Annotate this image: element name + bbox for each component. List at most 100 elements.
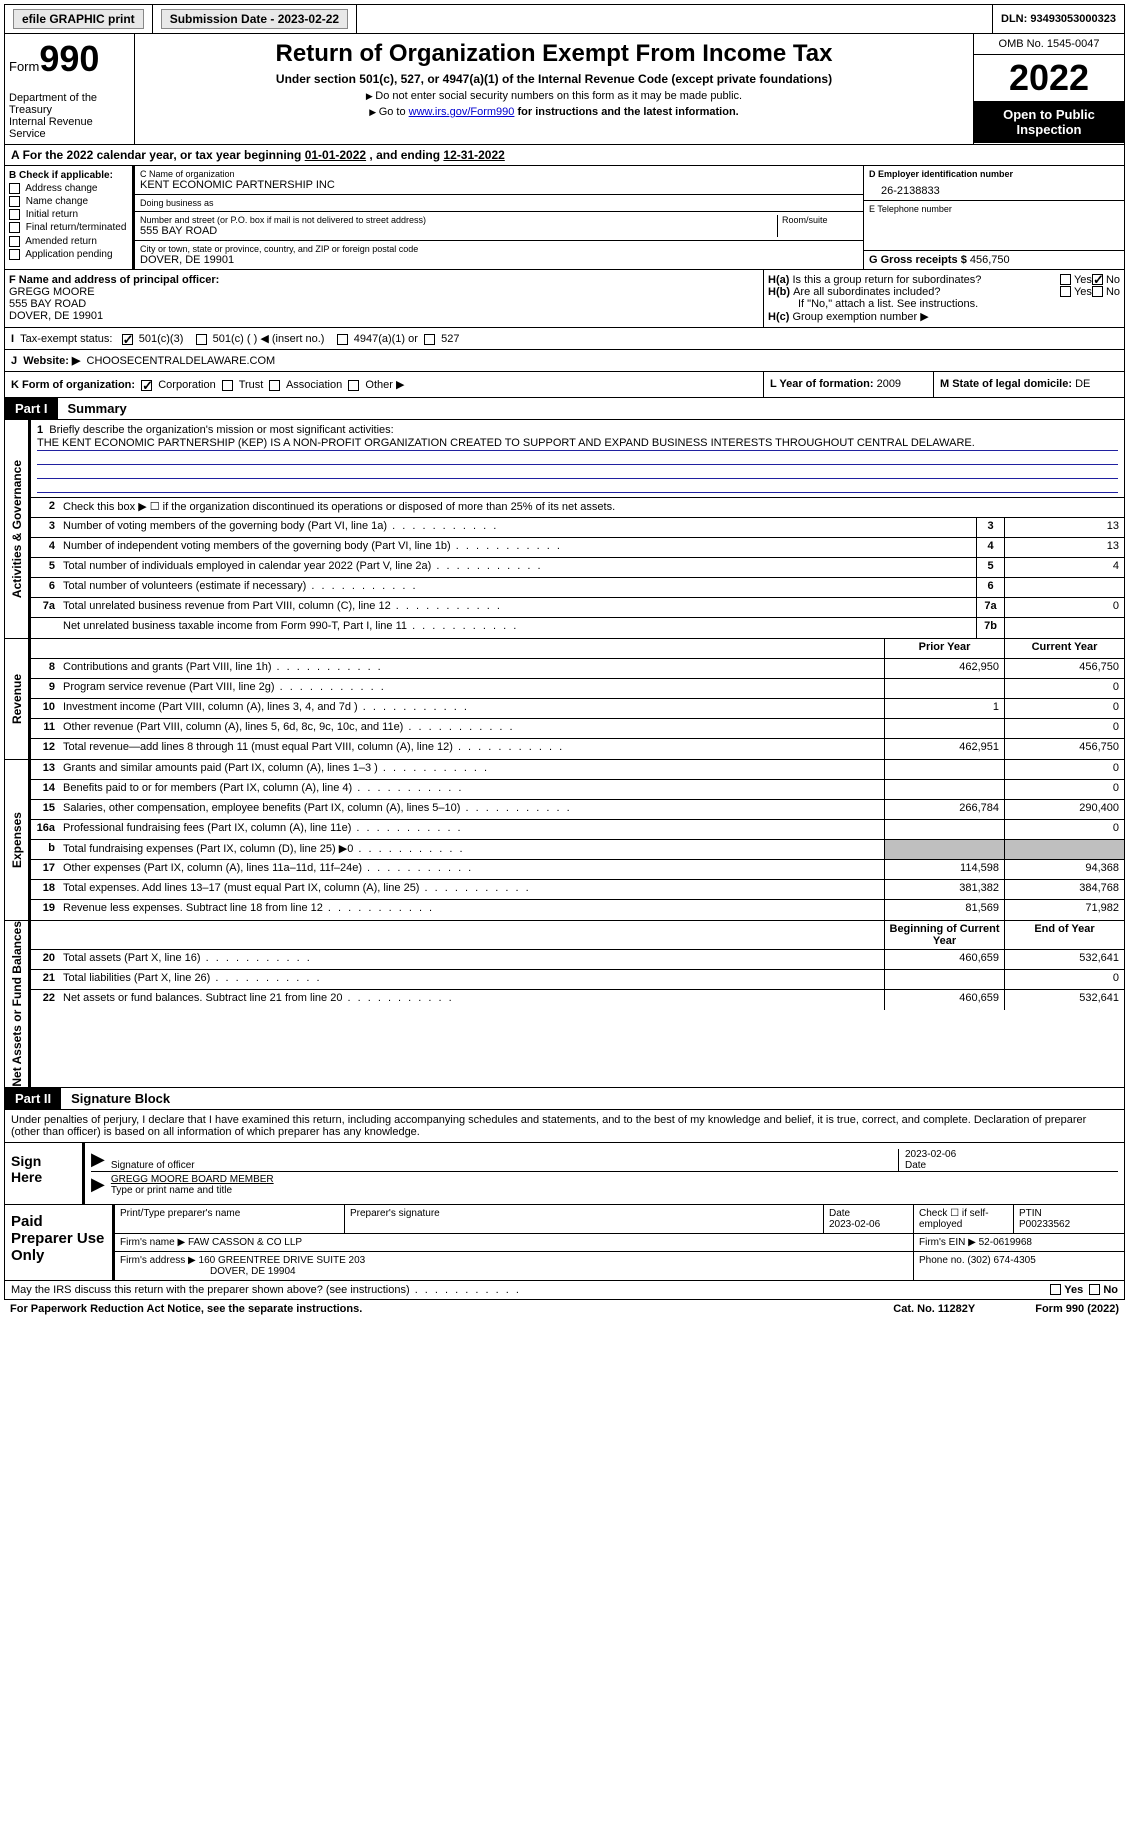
irs-link[interactable]: www.irs.gov/Form990 — [409, 106, 515, 118]
form-number: 990 — [39, 38, 99, 79]
current-val: 0 — [1004, 699, 1124, 718]
row-label: Professional fundraising fees (Part IX, … — [59, 820, 884, 839]
row-label: Program service revenue (Part VIII, line… — [59, 679, 884, 698]
gov-label: Number of independent voting members of … — [59, 538, 976, 557]
gov-val: 13 — [1004, 538, 1124, 557]
submission-date: Submission Date - 2023-02-22 — [161, 9, 348, 29]
officer-sig-label: Signature of officer — [111, 1160, 195, 1171]
gov-label: Number of voting members of the governin… — [59, 518, 976, 537]
check-4947[interactable] — [337, 334, 348, 345]
vtab-expenses: Expenses — [5, 760, 31, 920]
gov-val — [1004, 578, 1124, 597]
hb-yes[interactable] — [1060, 286, 1071, 297]
website-value: CHOOSECENTRALDELAWARE.COM — [87, 355, 276, 367]
gov-label: Total unrelated business revenue from Pa… — [59, 598, 976, 617]
current-val: 71,982 — [1004, 900, 1124, 920]
prior-val: 462,950 — [884, 659, 1004, 678]
phone-label: E Telephone number — [869, 204, 1119, 214]
form-word: Form — [9, 59, 39, 74]
check-other[interactable] — [348, 380, 359, 391]
discuss-no[interactable] — [1089, 1284, 1100, 1295]
prep-sig-label: Preparer's signature — [350, 1208, 440, 1219]
dept-label: Department of the Treasury — [9, 92, 130, 116]
officer-street: 555 BAY ROAD — [9, 298, 86, 310]
boxb-check[interactable] — [9, 209, 20, 220]
hc-label: Group exemption number ▶ — [792, 311, 928, 323]
print-button[interactable]: efile GRAPHIC print — [13, 9, 144, 29]
boxb-check[interactable] — [9, 222, 20, 233]
current-val: 532,641 — [1004, 990, 1124, 1010]
prior-year-hdr: Prior Year — [884, 639, 1004, 658]
gov-box: 3 — [976, 518, 1004, 537]
gov-box: 7b — [976, 618, 1004, 638]
current-val: 532,641 — [1004, 950, 1124, 969]
domicile-value: DE — [1075, 378, 1090, 390]
name-label: C Name of organization — [140, 169, 858, 179]
omb-number: OMB No. 1545-0047 — [974, 34, 1124, 55]
prior-val — [884, 760, 1004, 779]
street-label: Number and street (or P.O. box if mail i… — [140, 215, 773, 225]
box-b: B Check if applicable: Address change Na… — [5, 166, 135, 269]
row-label: Other expenses (Part IX, column (A), lin… — [59, 860, 884, 879]
firm-ein-label: Firm's EIN ▶ — [919, 1237, 976, 1248]
prior-val: 462,951 — [884, 739, 1004, 759]
ha-yes[interactable] — [1060, 274, 1071, 285]
row-label: Revenue less expenses. Subtract line 18 … — [59, 900, 884, 920]
ha-no[interactable] — [1092, 274, 1103, 285]
current-val: 94,368 — [1004, 860, 1124, 879]
row-label: Total liabilities (Part X, line 26) — [59, 970, 884, 989]
officer-print-name: GREGG MOORE BOARD MEMBER — [111, 1174, 274, 1185]
firm-addr2: DOVER, DE 19904 — [120, 1266, 296, 1277]
hb-no[interactable] — [1092, 286, 1103, 297]
row-label: Other revenue (Part VIII, column (A), li… — [59, 719, 884, 738]
current-val — [1004, 840, 1124, 859]
room-label: Room/suite — [782, 215, 858, 225]
officer-name: GREGG MOORE — [9, 286, 95, 298]
row-label: Benefits paid to or for members (Part IX… — [59, 780, 884, 799]
gov-box: 6 — [976, 578, 1004, 597]
cat-no: Cat. No. 11282Y — [893, 1303, 975, 1315]
prior-val — [884, 970, 1004, 989]
check-501c3[interactable] — [122, 334, 133, 345]
check-527[interactable] — [424, 334, 435, 345]
discuss-yes[interactable] — [1050, 1284, 1061, 1295]
boxb-check[interactable] — [9, 236, 20, 247]
prior-val: 460,659 — [884, 950, 1004, 969]
boc-hdr: Beginning of Current Year — [884, 921, 1004, 949]
firm-phone-label: Phone no. — [919, 1255, 965, 1266]
current-val: 456,750 — [1004, 659, 1124, 678]
gov-box: 4 — [976, 538, 1004, 557]
form-header: Form990 Department of the Treasury Inter… — [4, 34, 1125, 145]
ptin-label: PTIN — [1019, 1208, 1042, 1219]
check-assoc[interactable] — [269, 380, 280, 391]
row-label: Total fundraising expenses (Part IX, col… — [59, 840, 884, 859]
pra-notice: For Paperwork Reduction Act Notice, see … — [10, 1303, 362, 1315]
officer-label: F Name and address of principal officer: — [9, 274, 219, 286]
check-trust[interactable] — [222, 380, 233, 391]
prep-check-label: Check ☐ if self-employed — [919, 1208, 989, 1230]
prior-val: 1 — [884, 699, 1004, 718]
prior-val: 381,382 — [884, 880, 1004, 899]
row-label: Grants and similar amounts paid (Part IX… — [59, 760, 884, 779]
row-label: Salaries, other compensation, employee b… — [59, 800, 884, 819]
hint-goto-pre: Go to — [369, 106, 408, 118]
city-value: DOVER, DE 19901 — [140, 254, 858, 266]
gov-label: Net unrelated business taxable income fr… — [59, 618, 976, 638]
check-corp[interactable] — [141, 380, 152, 391]
boxb-check[interactable] — [9, 183, 20, 194]
firm-name-label: Firm's name ▶ — [120, 1237, 185, 1248]
gross-label: G Gross receipts $ — [869, 254, 967, 266]
vtab-revenue: Revenue — [5, 639, 31, 759]
prior-val — [884, 679, 1004, 698]
boxb-check[interactable] — [9, 249, 20, 260]
sign-here-label: Sign Here — [5, 1143, 85, 1204]
inspection-label: Open to Public Inspection — [974, 101, 1124, 143]
current-val: 0 — [1004, 820, 1124, 839]
check-501c[interactable] — [196, 334, 207, 345]
org-name: KENT ECONOMIC PARTNERSHIP INC — [140, 179, 858, 191]
form-subtitle: Under section 501(c), 527, or 4947(a)(1)… — [141, 72, 967, 86]
current-val: 0 — [1004, 719, 1124, 738]
boxb-check[interactable] — [9, 196, 20, 207]
row-label: Net assets or fund balances. Subtract li… — [59, 990, 884, 1010]
part1-header: Part I Summary — [4, 398, 1125, 420]
